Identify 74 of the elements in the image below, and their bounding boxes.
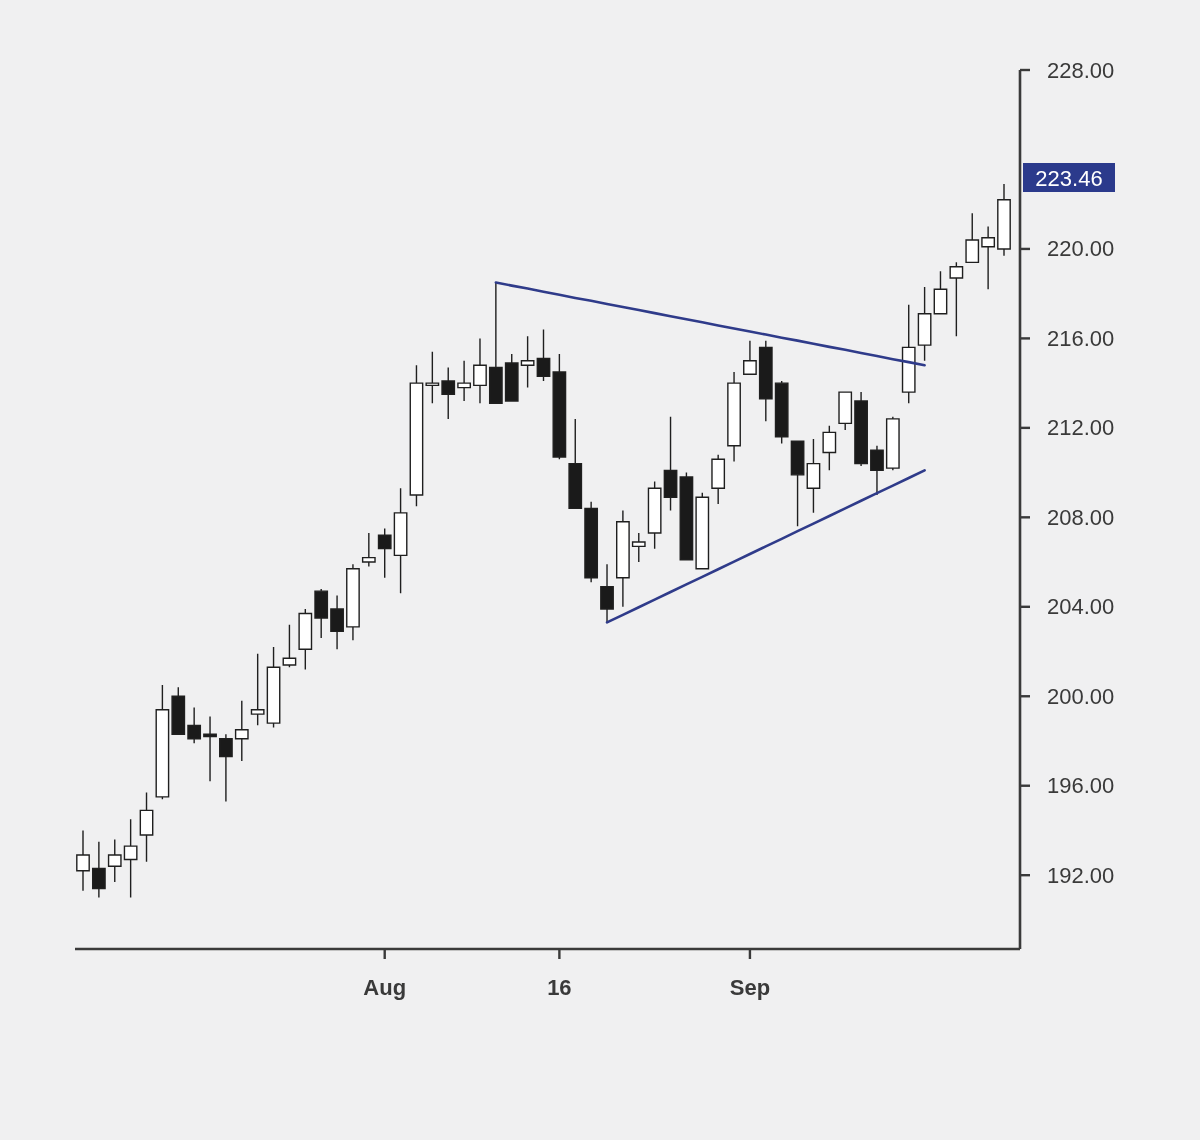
- candlestick: [917, 286, 932, 362]
- candlestick: [330, 594, 344, 650]
- candlestick: [743, 339, 757, 375]
- candlestick: [901, 304, 916, 404]
- y-tick-label: 208.00: [1047, 504, 1115, 530]
- candlestick: [568, 418, 583, 510]
- candlestick: [997, 183, 1011, 257]
- candlestick: [504, 353, 519, 402]
- candlestick: [361, 532, 376, 568]
- candlestick: [711, 454, 726, 505]
- candlestick: [314, 588, 329, 639]
- candlestick: [679, 471, 694, 561]
- candlestick: [854, 391, 868, 467]
- candlestick: [139, 791, 154, 863]
- x-tick-label: Aug: [363, 975, 407, 1000]
- candlestick: [552, 353, 567, 460]
- y-tick-label: 192.00: [1047, 862, 1115, 888]
- candlestick: [520, 335, 535, 389]
- candlestick: [441, 366, 456, 420]
- x-tick-label: 16: [547, 975, 572, 1000]
- x-tick-label: Sep: [729, 975, 771, 1000]
- candlestick: [346, 563, 360, 642]
- y-tick-label: 216.00: [1047, 325, 1115, 351]
- candlestick: [266, 646, 281, 729]
- candlestick: [981, 225, 996, 290]
- candlestick: [822, 424, 837, 472]
- candlestick: [885, 415, 900, 472]
- candlestick: [600, 563, 614, 624]
- candlestick: [91, 840, 106, 899]
- candlestick: [838, 391, 853, 431]
- candlestick: [155, 684, 170, 800]
- y-tick-label: 196.00: [1047, 773, 1115, 799]
- candlestick: [616, 509, 630, 608]
- candlestick: [774, 380, 789, 445]
- candlestick: [536, 328, 551, 382]
- y-tick-label: 228.00: [1047, 57, 1115, 83]
- candlestick: [663, 415, 678, 512]
- text: 223.46: [1035, 165, 1103, 191]
- candlestick: [107, 838, 122, 883]
- candlestick: [870, 445, 884, 496]
- candlestick: [377, 527, 392, 579]
- candlestick: [695, 492, 710, 570]
- candlestick: [727, 371, 741, 463]
- candlestick: [425, 351, 440, 404]
- y-tick-label: 212.00: [1047, 415, 1115, 441]
- candlestick: [250, 653, 265, 727]
- candlestick: [282, 623, 297, 668]
- line-series: [494, 281, 926, 367]
- candlestick: [457, 360, 471, 402]
- candlestick: [393, 487, 408, 595]
- candlestick: [187, 706, 202, 744]
- candlestick: [488, 281, 503, 404]
- candlestick: [123, 818, 138, 899]
- candlestick: [473, 337, 487, 404]
- candlestick: [171, 686, 186, 735]
- candlestick: [219, 733, 233, 803]
- candlestick: [806, 438, 821, 514]
- candlestick: [933, 270, 948, 315]
- candlestick: [298, 608, 313, 671]
- y-tick-label: 220.00: [1047, 236, 1115, 262]
- candlestick: [647, 480, 662, 550]
- candlestick: [584, 500, 599, 583]
- candlestick: [234, 700, 249, 762]
- candlestick: [409, 364, 424, 507]
- line-series: [605, 469, 926, 624]
- candlestick: [790, 440, 805, 527]
- candlestick: [949, 261, 964, 337]
- y-tick-label: 200.00: [1047, 683, 1115, 709]
- candlestick: [965, 212, 980, 264]
- candlestick: [631, 532, 646, 563]
- y-tick-label: 204.00: [1047, 594, 1115, 620]
- candlestick: [758, 339, 773, 422]
- candlestick: [76, 829, 90, 892]
- candlestick: [203, 715, 217, 782]
